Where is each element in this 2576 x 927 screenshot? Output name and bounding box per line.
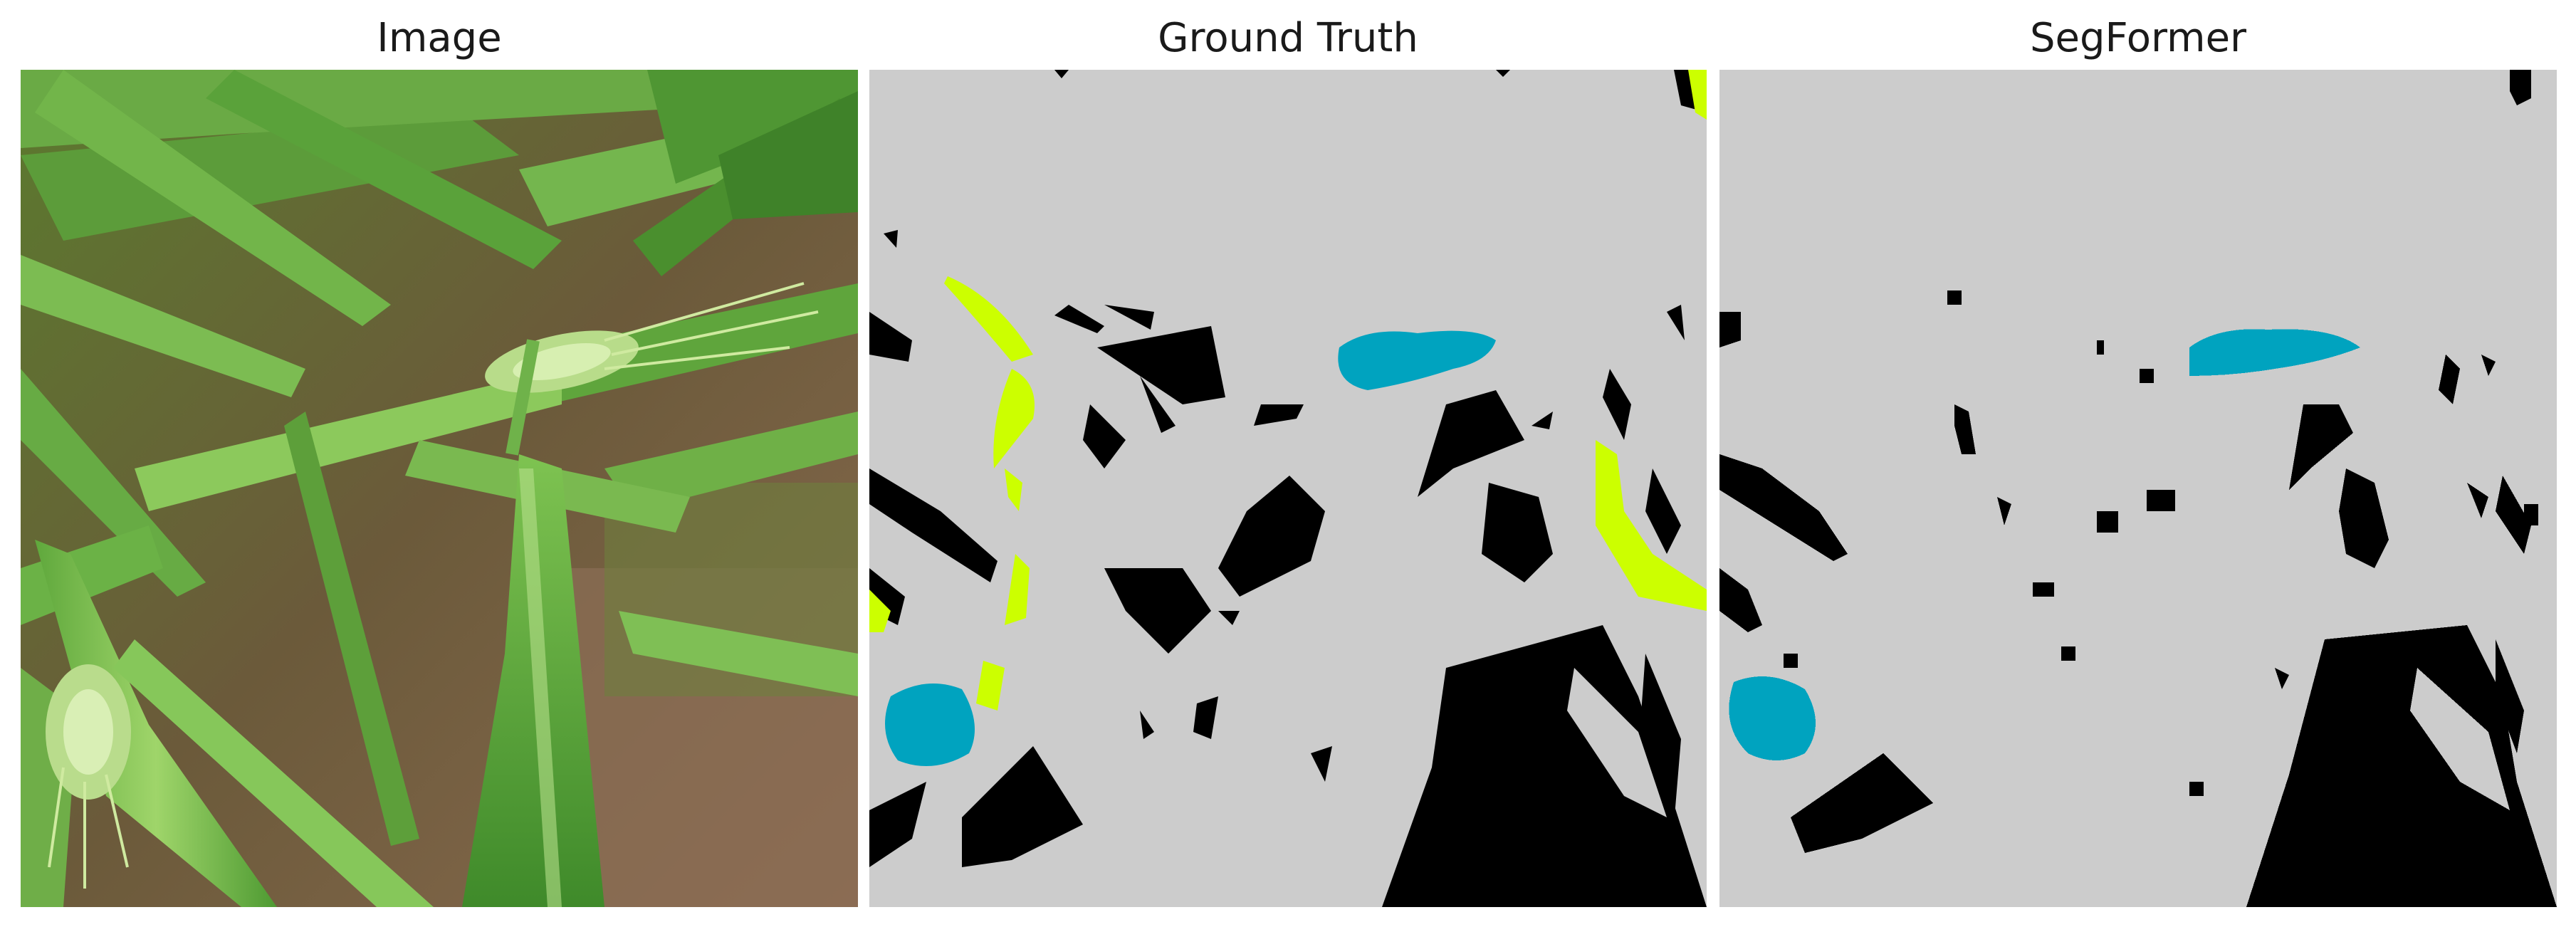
panel-title-segformer: SegFormer [2029, 15, 2247, 61]
leaf-regions [1719, 70, 2557, 907]
ear-regions [885, 330, 1496, 766]
wheat-photo [21, 70, 858, 907]
panel-title-image: Image [377, 15, 502, 61]
panel-title-ground-truth: Ground Truth [1158, 15, 1418, 61]
ground-truth-panel [869, 70, 1707, 907]
ground-truth-mask [869, 70, 1707, 907]
image-panel [21, 70, 858, 907]
segformer-panel [1719, 70, 2557, 907]
ear-regions [1729, 329, 2360, 760]
segformer-mask [1719, 70, 2557, 907]
leaf-regions [869, 70, 1707, 907]
stem-regions [869, 70, 1707, 711]
